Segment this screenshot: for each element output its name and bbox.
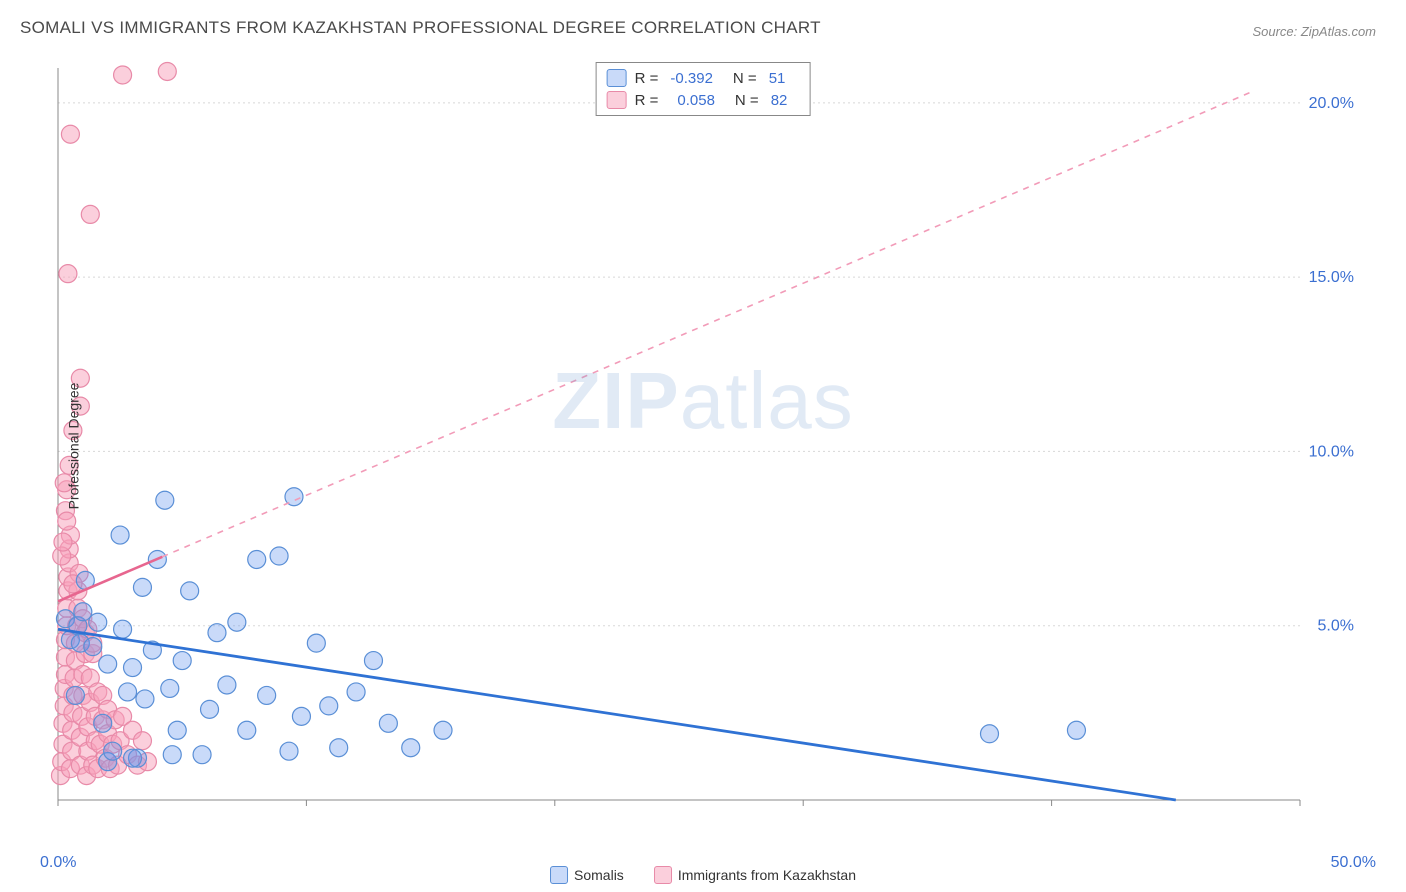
r-label: R = [635,70,659,87]
svg-text:5.0%: 5.0% [1318,618,1354,635]
r-value-blue: -0.392 [670,70,713,87]
swatch-pink [654,866,672,884]
chart-title: SOMALI VS IMMIGRANTS FROM KAZAKHSTAN PRO… [20,18,821,38]
n-label: N = [733,70,757,87]
plot-area: 5.0% 10.0% 15.0% 20.0% [50,60,1360,830]
correlation-legend: R = -0.392 N = 51 R = 0.058 N = 82 [596,62,811,116]
scatter-chart: 5.0% 10.0% 15.0% 20.0% [50,60,1360,830]
legend-label-pink: Immigrants from Kazakhstan [678,867,856,883]
legend-item-blue: Somalis [550,866,624,884]
swatch-pink [607,91,627,109]
y-axis-label: Professional Degree [65,383,81,510]
svg-text:10.0%: 10.0% [1309,443,1354,460]
swatch-blue [607,69,627,87]
legend-item-pink: Immigrants from Kazakhstan [654,866,856,884]
series-legend: Somalis Immigrants from Kazakhstan [550,866,856,884]
svg-text:15.0%: 15.0% [1309,269,1354,286]
source-attribution: Source: ZipAtlas.com [1252,24,1376,39]
legend-row-pink: R = 0.058 N = 82 [607,89,800,111]
n-value-pink: 82 [771,92,788,109]
n-value-blue: 51 [769,70,786,87]
r-value-pink: 0.058 [677,92,715,109]
r-label: R = [635,92,659,109]
swatch-blue [550,866,568,884]
x-axis-min-label: 0.0% [40,854,76,872]
legend-row-blue: R = -0.392 N = 51 [607,67,800,89]
x-axis-max-label: 50.0% [1331,854,1376,872]
svg-text:20.0%: 20.0% [1309,95,1354,112]
legend-label-blue: Somalis [574,867,624,883]
n-label: N = [735,92,759,109]
